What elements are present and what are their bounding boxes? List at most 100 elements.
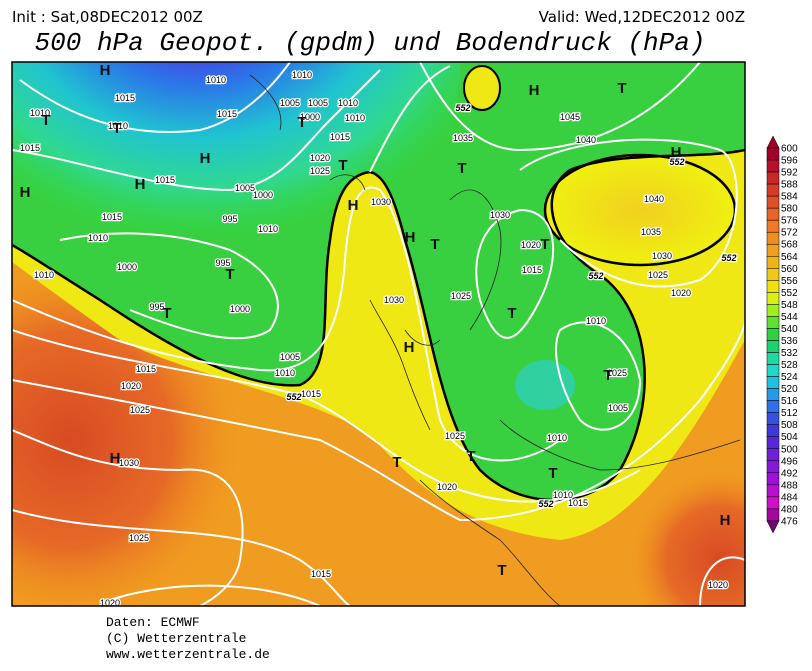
- pressure-center: T: [338, 157, 347, 174]
- colorbar-label: 596: [781, 156, 798, 167]
- isobar-label: 1020: [521, 240, 541, 250]
- isobar-label: 1000: [230, 304, 250, 314]
- isobar-label: 1005: [235, 183, 255, 193]
- yellow-high: [543, 153, 737, 267]
- colorbar-label: 484: [781, 492, 798, 503]
- isobar-label: 1030: [652, 251, 672, 261]
- colorbar-cell: [766, 219, 780, 233]
- copyright: (C) Wetterzentrale: [106, 631, 246, 646]
- colorbar-label: 548: [781, 300, 798, 311]
- pressure-center: T: [617, 80, 626, 97]
- contour-label: 552: [669, 157, 684, 167]
- pressure-center: T: [540, 236, 549, 253]
- pressure-center: H: [20, 184, 31, 201]
- isobar-label: 1005: [608, 403, 628, 413]
- colorbar-cap: [766, 135, 780, 149]
- colorbar-label: 544: [781, 312, 798, 323]
- colorbar-label: 540: [781, 324, 798, 335]
- colorbar-cell: [766, 436, 780, 450]
- isobar-label: 1000: [300, 112, 320, 122]
- isobar-label: 1025: [310, 166, 330, 176]
- isobar-label: 1040: [576, 135, 596, 145]
- colorbar-cell: [766, 171, 780, 185]
- colorbar-label: 584: [781, 192, 798, 203]
- isobar-label: 1010: [275, 368, 295, 378]
- isobar-label: 1010: [258, 224, 278, 234]
- isobar-label: 1010: [345, 113, 365, 123]
- colorbar-cap: [766, 520, 780, 534]
- map-frame: [11, 61, 746, 607]
- colorbar-cell: [766, 412, 780, 425]
- isobar-label: 1030: [384, 295, 404, 305]
- isobar-label: 1000: [117, 262, 137, 272]
- isobar-label: 1015: [102, 212, 122, 222]
- contour-label: 552: [538, 499, 553, 509]
- pressure-center: H: [110, 450, 121, 467]
- colorbar-cell: [766, 195, 780, 209]
- colorbar-cell: [766, 328, 780, 341]
- pressure-center: T: [297, 114, 306, 131]
- pressure-center: H: [529, 82, 540, 99]
- colorbar-cell: [766, 231, 780, 245]
- colorbar-cell: [766, 448, 780, 462]
- colorbar-label: 528: [781, 360, 798, 371]
- source: Daten: ECMWF: [106, 615, 200, 630]
- isobar-label: 1025: [129, 533, 149, 543]
- colorbar-label: 600: [781, 144, 798, 155]
- pressure-center: T: [466, 448, 475, 465]
- map-title: 500 hPa Geopot. (gpdm) und Bodendruck (h…: [35, 28, 706, 58]
- isobar-label: 995: [215, 258, 230, 268]
- isobar-label: 1025: [607, 368, 627, 378]
- pressure-center: T: [41, 112, 50, 129]
- isobar-label: 1010: [338, 98, 358, 108]
- isobar-label: 1030: [119, 458, 139, 468]
- isobar-label: 1035: [641, 227, 661, 237]
- colorbar-label: 592: [781, 168, 798, 179]
- pressure-center: H: [348, 197, 359, 214]
- colorbar-label: 524: [781, 372, 798, 383]
- colorbar-cell: [766, 243, 780, 257]
- colorbar-label: 512: [781, 408, 798, 419]
- isobar-label: 1005: [280, 98, 300, 108]
- colorbar-cell: [766, 304, 780, 317]
- isobar-label: 1030: [371, 197, 391, 207]
- pressure-center: H: [135, 176, 146, 193]
- isobar-label: 1000: [253, 190, 273, 200]
- isobar-label: 1015: [330, 132, 350, 142]
- isobar-label: 1015: [568, 498, 588, 508]
- colorbar-cell: [766, 496, 780, 510]
- isobar-label: 1015: [20, 143, 40, 153]
- isobar-label: 1015: [136, 364, 156, 374]
- isobar-label: 995: [149, 302, 164, 312]
- pressure-center: T: [162, 305, 171, 322]
- colorbar-cell: [766, 159, 780, 173]
- isobar-label: 1015: [155, 175, 175, 185]
- isobar-label: 1020: [310, 153, 330, 163]
- colorbar-label: 564: [781, 252, 798, 263]
- colorbar-label: 560: [781, 264, 798, 275]
- colorbar-label: 476: [781, 516, 798, 527]
- colorbar-cell: [766, 400, 780, 413]
- colorbar-label: 580: [781, 204, 798, 215]
- colorbar-label: 492: [781, 468, 798, 479]
- pressure-center: T: [497, 562, 506, 579]
- colorbar-cell: [766, 424, 780, 437]
- contour-label: 552: [455, 103, 470, 113]
- isobar-label: 1015: [115, 93, 135, 103]
- pressure-center: T: [112, 120, 121, 137]
- colorbar-cell: [766, 460, 780, 474]
- contour-label: 552: [721, 253, 736, 263]
- colorbar-cell: [766, 340, 780, 353]
- isobars: [12, 62, 745, 606]
- pressure-center: H: [100, 62, 111, 79]
- isobar-label: 1045: [560, 112, 580, 122]
- isobar-label: 1005: [280, 352, 300, 362]
- colorbar-cell: [766, 292, 780, 305]
- colorbar-label: 480: [781, 504, 798, 515]
- init-time: Init : Sat,08DEC2012 00Z: [12, 8, 203, 26]
- pressure-center: H: [405, 229, 416, 246]
- colorbar-label: 520: [781, 384, 798, 395]
- valid-time: Valid: Wed,12DEC2012 00Z: [539, 8, 745, 26]
- isobar-label: 1020: [121, 381, 141, 391]
